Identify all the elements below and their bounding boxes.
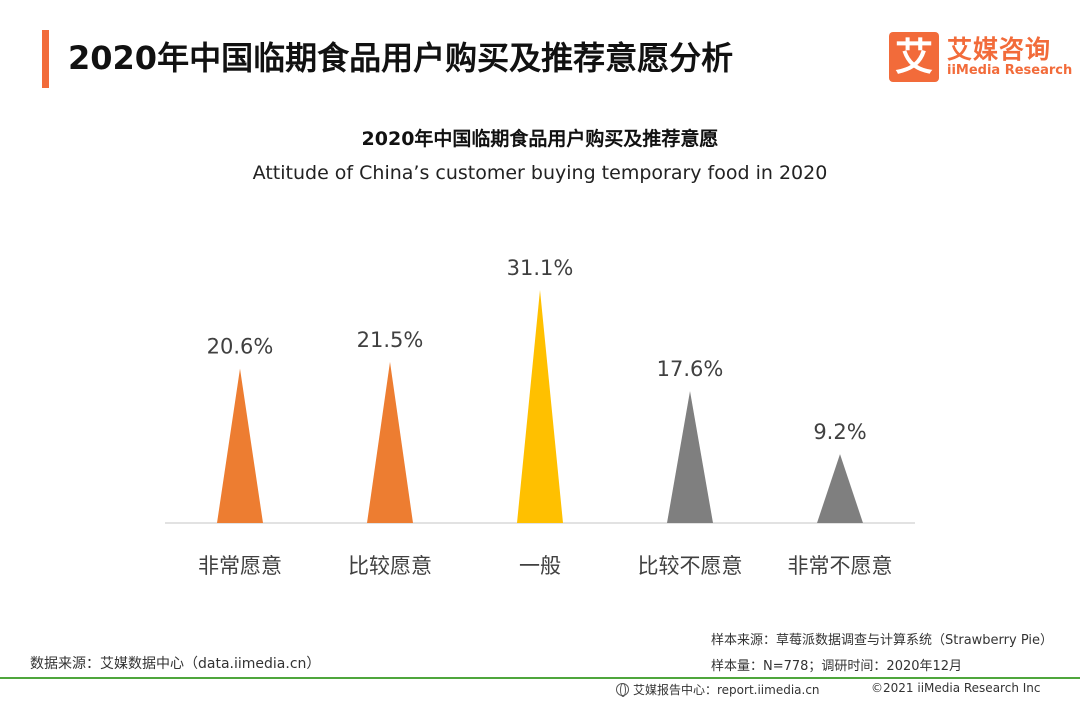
iimedia-logo: 艾 艾媒咨询 iiMedia Research — [889, 30, 1072, 84]
chart-subtitle: Attitude of China’s customer buying temp… — [252, 162, 828, 184]
logo-chinese-name: 艾媒咨询 — [947, 35, 1052, 64]
page-title: 2020年中国临期食品用户购买及推荐意愿分析 — [68, 39, 734, 77]
copyright: ©2021 iiMedia Research Inc — [871, 681, 1041, 695]
category-label: 比较不愿意 — [638, 554, 743, 578]
chart-bar — [517, 290, 563, 523]
data-label: 20.6% — [207, 335, 274, 359]
report-center-text: 艾媒报告中心：report.iimedia.cn — [633, 683, 820, 697]
report-center: 艾媒报告中心：report.iimedia.cn — [616, 681, 820, 698]
sample-source: 样本来源：草莓派数据调查与计算系统（Strawberry Pie） — [711, 633, 1053, 648]
category-label: 一般 — [519, 554, 561, 578]
data-source: 数据来源：艾媒数据中心（data.iimedia.cn） — [30, 656, 321, 672]
logo-mark: 艾 — [889, 32, 939, 82]
title-accent-bar — [42, 30, 49, 88]
logo-english-name: iiMedia Research — [947, 63, 1073, 78]
category-label: 比较愿意 — [348, 554, 432, 578]
data-label: 9.2% — [813, 420, 866, 444]
chart-bar — [217, 368, 263, 523]
category-label: 非常不愿意 — [788, 554, 893, 578]
data-label: 31.1% — [507, 256, 574, 280]
category-label: 非常愿意 — [198, 554, 282, 578]
globe-icon — [616, 683, 629, 697]
logo-mark-char: 艾 — [894, 35, 933, 79]
chart-bar — [667, 391, 713, 523]
chart-bar — [817, 454, 863, 523]
chart-bar — [367, 361, 413, 523]
sample-size: 样本量：N=778；调研时间：2020年12月 — [711, 659, 963, 674]
chart-title: 2020年中国临期食品用户购买及推荐意愿 — [361, 128, 719, 150]
footer-divider — [0, 677, 1080, 679]
data-label: 17.6% — [657, 357, 724, 381]
data-label: 21.5% — [357, 328, 424, 352]
